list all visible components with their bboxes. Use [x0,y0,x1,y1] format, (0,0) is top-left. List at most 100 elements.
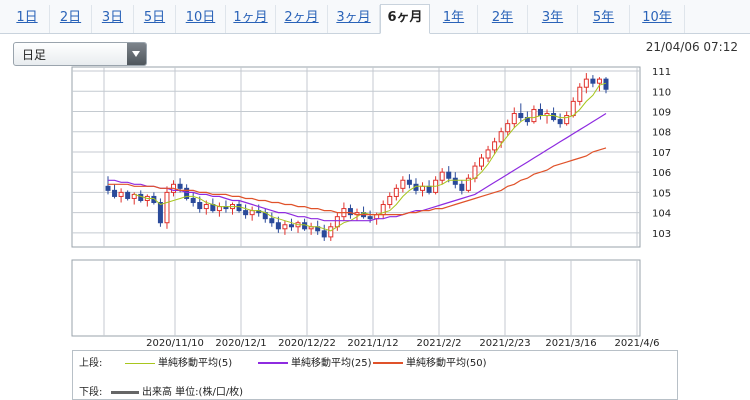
candle-body [203,204,209,210]
y-tick-label: 106 [652,168,671,179]
y-tick-label: 104 [652,209,671,220]
x-tick-label: 2021/2/23 [479,338,530,349]
candle-body [564,115,570,125]
legend-swatch-ma25 [258,362,288,364]
candle-period-value: 日足 [22,48,47,62]
x-tick-label: 2021/4/6 [615,338,660,349]
tab-14[interactable]: 10年 [630,5,685,33]
candle-body [367,216,373,220]
candle-body [236,204,242,212]
candle-body [498,131,504,143]
candle-body [282,224,288,230]
candle-body [347,208,353,216]
legend-item-ma50-label: 単純移動平均(50) [406,358,487,369]
candle-body [288,224,294,228]
candle-body [465,177,471,191]
chevron-down-icon[interactable] [127,43,146,65]
candle-body [118,191,124,197]
candle-body [531,108,537,123]
candle-body [590,78,596,84]
legend-item-volume: 出来高 単位:(株/口/枚) [111,383,243,398]
candle-body [400,179,406,189]
legend-upper-label: 上段: [79,358,103,369]
candle-body [269,218,275,224]
y-tick-label: 108 [652,128,671,139]
tab-10[interactable]: 1年 [430,5,478,33]
legend-item-ma50: 単純移動平均(50) [373,354,487,369]
legend-item-ma5: 単純移動平均(5) [125,354,232,369]
candle-body [551,113,557,121]
candle-body [190,197,196,204]
candle-body [374,214,380,220]
tab-13[interactable]: 5年 [578,5,630,33]
tab-2[interactable]: 2日 [50,5,92,33]
tab-3[interactable]: 3日 [92,5,134,33]
candle-body [596,78,602,84]
candle-body [537,108,543,117]
tab-8[interactable]: 3ヶ月 [328,5,380,33]
price-panel [71,66,641,248]
tab-5[interactable]: 10日 [176,5,226,33]
candle-body [151,195,157,204]
price-chart: 2020/11/10 2020/12/1 2020/12/22 2021/1/12 20… [71,66,671,349]
legend-swatch-ma50 [373,362,403,364]
candle-body [439,171,445,181]
tab-6[interactable]: 1ヶ月 [226,5,276,33]
candle-body [485,149,491,159]
candle-body [334,216,340,228]
candle-body [249,210,255,216]
x-tick-label: 2020/11/10 [146,338,204,349]
x-tick-label: 2021/1/12 [347,338,398,349]
candle-body [164,191,170,224]
x-tick-label: 2021/2/2 [417,338,462,349]
candle-body [420,185,426,191]
tab-12[interactable]: 3年 [528,5,578,33]
candle-body [321,230,327,238]
candle-body [302,222,308,230]
candle-body [393,187,399,197]
candle-body [603,78,609,90]
ma-line-2 [108,112,607,222]
ma-line-3 [108,147,607,216]
y-tick-label: 109 [652,107,671,118]
candle-body [557,119,563,125]
x-tick-label: 2020/12/22 [278,338,336,349]
chart-legend: 上段: 単純移動平均(5) 単純移動平均(25) 単純移動平均(50) 下段: … [72,350,678,400]
candle-body [157,202,163,224]
candle-body [105,185,111,191]
legend-item-volume-label: 出来高 単位:(株/口/枚) [142,387,244,398]
legend-swatch-volume [111,390,139,394]
candle-body [112,189,118,197]
tab-7[interactable]: 2ヶ月 [276,5,328,33]
candle-body [583,78,589,88]
candle-body [570,100,576,117]
y-tick-label: 107 [652,148,671,159]
tab-11[interactable]: 2年 [478,5,528,33]
legend-lower-label: 下段: [79,387,103,398]
candle-body [243,210,249,216]
y-tick-label: 103 [652,229,671,240]
y-tick-label: 105 [652,188,671,199]
candle-body [184,187,190,199]
y-tick-label: 110 [652,87,671,98]
candle-body [387,195,393,206]
volume-panel [71,259,641,337]
candle-body [511,113,517,125]
candle-body [492,141,498,151]
x-tick-label: 2020/12/1 [215,338,266,349]
tab-4[interactable]: 5日 [134,5,176,33]
tab-1[interactable]: 1日 [5,5,50,33]
candle-body [125,191,131,199]
candle-body [197,202,203,210]
candle-body [216,206,222,212]
candle-body [577,86,583,102]
y-tick-label: 111 [652,67,671,78]
candle-body [446,171,452,179]
candle-body [138,193,144,201]
legend-item-ma25: 単純移動平均(25) [258,354,372,369]
period-tab-bar: 1日 2日 3日 5日 10日 1ヶ月 2ヶ月 3ヶ月 6ヶ月 1年 2年 3年 5年 10年 [0,0,750,34]
candle-period-select[interactable]: 日足 [13,42,147,66]
tab-9[interactable]: 6ヶ月 [380,4,430,34]
legend-item-ma25-label: 単純移動平均(25) [291,358,372,369]
x-tick-label: 2021/3/16 [545,338,596,349]
